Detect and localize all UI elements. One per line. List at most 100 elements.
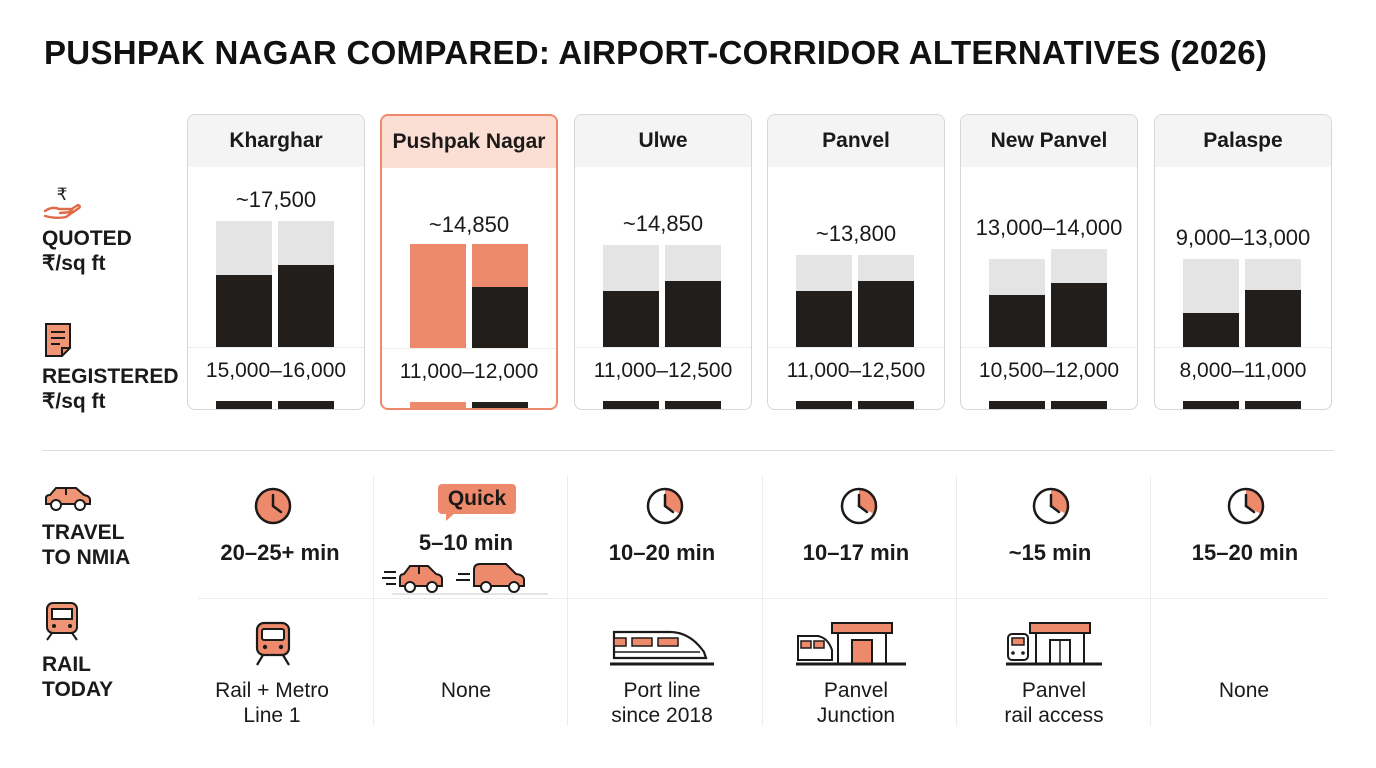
page-title: PUSHPAK NAGAR COMPARED: AIRPORT-CORRIDOR…	[44, 34, 1268, 71]
rail-status-line: Panvel	[1021, 679, 1087, 702]
bar-stub	[665, 401, 721, 409]
quick-badge: Quick	[438, 484, 516, 514]
locality-name: Panvel	[768, 115, 944, 167]
quoted-bar	[989, 295, 1045, 347]
row-label-registered-title: REGISTERED	[42, 365, 179, 388]
quoted-value: ~14,850	[622, 211, 704, 236]
bar-stub	[1051, 401, 1107, 409]
quoted-value: 13,000–14,000	[975, 215, 1123, 240]
cars-speeding-icon	[382, 556, 552, 598]
row-label-travel: TRAVEL TO NMIA	[42, 520, 130, 570]
travel-time: 20–25+ min	[220, 540, 340, 565]
rail-status-line: rail access	[1004, 704, 1104, 727]
column-separator	[762, 476, 763, 726]
quoted-bar	[410, 244, 466, 348]
row-label-registered-unit: ₹/sq ft	[42, 390, 106, 413]
clock-icon	[253, 486, 293, 526]
locality-card-kharghar: Kharghar ~17,500 15,000–16,000	[187, 114, 365, 410]
rail-status: None	[380, 678, 552, 703]
rail-status: None	[1158, 678, 1330, 703]
bar-stub	[1183, 401, 1239, 409]
registered-bar	[858, 281, 914, 347]
row-label-quoted: QUOTED ₹/sq ft	[42, 226, 132, 276]
travel-time: ~15 min	[1008, 540, 1092, 565]
document-icon	[42, 320, 78, 360]
registered-row	[382, 348, 556, 401]
rail-status: Panvel rail access	[968, 678, 1140, 728]
travel-time: 15–20 min	[1191, 540, 1299, 565]
bar-stub	[603, 401, 659, 409]
row-label-travel-title: TRAVEL	[42, 521, 125, 544]
car-icon	[42, 484, 94, 514]
registered-row	[961, 347, 1137, 400]
svg-text:₹: ₹	[57, 185, 68, 205]
clock-icon	[1226, 486, 1266, 526]
locality-name: New Panvel	[961, 115, 1137, 167]
row-label-quoted-title: QUOTED	[42, 227, 132, 250]
locality-card-pushpak-nagar: Pushpak Nagar ~14,850 11,000–12,000	[380, 114, 558, 410]
bar-stub	[472, 402, 528, 408]
metro-train-icon	[252, 620, 294, 668]
column-separator	[956, 476, 957, 726]
quoted-value: ~14,850	[428, 212, 510, 237]
quoted-value: 9,000–13,000	[1175, 225, 1311, 250]
bar-stub	[989, 401, 1045, 409]
bar-stub	[1245, 401, 1301, 409]
rail-status-line: None	[1218, 679, 1270, 702]
registered-bar	[278, 265, 334, 347]
rail-status-line: Port line	[623, 679, 701, 702]
clock-icon	[839, 486, 879, 526]
locality-name: Palaspe	[1155, 115, 1331, 167]
travel-time: 5–10 min	[418, 530, 514, 555]
column-separator	[567, 476, 568, 726]
bar-stub	[278, 401, 334, 409]
locality-name: Pushpak Nagar	[382, 116, 556, 168]
rail-status: Port line since 2018	[576, 678, 748, 728]
registered-row	[768, 347, 944, 400]
locality-card-ulwe: Ulwe ~14,850 11,000–12,500	[574, 114, 752, 410]
rail-status-line: since 2018	[611, 704, 713, 727]
rail-status-line: Junction	[816, 704, 896, 727]
quoted-bar	[216, 275, 272, 347]
rail-status-line: Rail + Metro	[215, 679, 329, 702]
train-station-icon	[796, 620, 908, 668]
registered-value: 11,000–12,000	[399, 360, 539, 383]
locality-card-new-panvel: New Panvel 13,000–14,000 10,500–12,000	[960, 114, 1138, 410]
registered-value: 15,000–16,000	[205, 359, 347, 382]
quoted-bar	[603, 291, 659, 347]
rupee-hand-icon: ₹	[42, 182, 82, 222]
quoted-value: ~17,500	[235, 187, 317, 212]
row-label-quoted-unit: ₹/sq ft	[42, 252, 106, 275]
column-separator	[373, 476, 374, 726]
quoted-bar	[1183, 313, 1239, 347]
registered-bar	[1245, 290, 1301, 347]
bullet-train-icon	[610, 626, 716, 670]
registered-value: 10,500–12,000	[978, 359, 1120, 382]
bar-stub	[858, 401, 914, 409]
registered-bar	[1051, 283, 1107, 347]
row-label-travel-sub: TO NMIA	[42, 546, 131, 569]
quick-badge-tail	[446, 512, 456, 521]
bar-stub	[216, 401, 272, 409]
row-label-rail-title: RAIL	[42, 653, 91, 676]
section-divider	[42, 450, 1334, 451]
quoted-bar	[796, 291, 852, 347]
registered-value: 11,000–12,500	[593, 359, 733, 382]
registered-value: 11,000–12,500	[786, 359, 926, 382]
station-icon	[1006, 620, 1104, 668]
locality-name: Ulwe	[575, 115, 751, 167]
train-icon	[42, 600, 82, 642]
rail-status-line: Panvel	[823, 679, 889, 702]
travel-time: 10–17 min	[802, 540, 910, 565]
row-label-rail: RAIL TODAY	[42, 652, 113, 702]
rail-status: Panvel Junction	[770, 678, 942, 728]
clock-icon	[645, 486, 685, 526]
clock-icon	[1031, 486, 1071, 526]
locality-card-palaspe: Palaspe 9,000–13,000 8,000–11,000	[1154, 114, 1332, 410]
registered-value: 8,000–11,000	[1179, 359, 1307, 382]
bar-stub	[796, 401, 852, 409]
registered-bar	[472, 287, 528, 348]
rail-status-line: None	[440, 679, 492, 702]
row-label-rail-sub: TODAY	[42, 678, 114, 701]
row-label-registered: REGISTERED ₹/sq ft	[42, 364, 179, 414]
